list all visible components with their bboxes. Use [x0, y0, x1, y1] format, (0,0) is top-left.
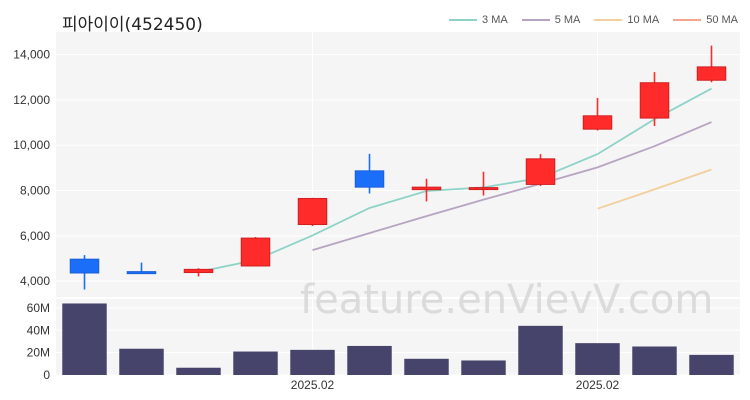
ma-line-5ma [312, 121, 712, 251]
volume-bar [689, 354, 734, 375]
candle-up [525, 158, 556, 185]
candle-down [126, 271, 157, 275]
volume-bar [290, 349, 335, 375]
watermark-text: feature.enVievV.com [300, 277, 713, 323]
volume-bar [233, 351, 278, 375]
candle-up [468, 187, 499, 191]
candle-up [582, 115, 613, 130]
legend-item-3ma: 3 MA [449, 14, 508, 26]
ma-line-3ma [198, 87, 712, 273]
chart-legend: 3 MA 5 MA 10 MA 50 MA [449, 14, 738, 26]
candle-down [354, 170, 385, 188]
volume-tick-label: 20M [27, 346, 50, 360]
price-tick-label: 4,000 [20, 274, 50, 288]
candle-up [297, 197, 328, 226]
volume-bar [404, 358, 449, 375]
volume-bar [176, 367, 221, 375]
price-tick-label: 14,000 [13, 48, 50, 62]
candle-up [240, 237, 271, 267]
legend-label-5ma: 5 MA [554, 14, 581, 26]
price-panel [56, 32, 740, 297]
candle-up [183, 268, 214, 274]
legend-item-5ma: 5 MA [521, 14, 581, 26]
volume-tick-label: 0 [43, 368, 50, 382]
candle-up [696, 66, 727, 81]
legend-swatch-10ma [594, 19, 623, 21]
legend-swatch-3ma [449, 19, 478, 21]
ma-line-10ma [597, 168, 712, 210]
price-tick-label: 8,000 [20, 184, 50, 198]
candle-up [639, 82, 670, 119]
volume-panel [56, 299, 740, 375]
legend-item-50ma: 50 MA [673, 14, 738, 26]
price-tick-label: 10,000 [13, 138, 50, 152]
volume-bar [632, 346, 677, 375]
volume-tick-label: 60M [27, 301, 50, 315]
legend-label-10ma: 10 MA [627, 14, 660, 26]
chart-title: 피아이이(452450) [62, 15, 203, 35]
legend-label-50ma: 50 MA [706, 14, 738, 26]
candle-down [69, 258, 100, 274]
legend-label-3ma: 3 MA [482, 14, 508, 26]
date-tick-label: 2025.02 [576, 378, 620, 392]
date-tick-label: 2025.02 [291, 378, 335, 392]
volume-bar [461, 360, 506, 375]
volume-bar [347, 345, 392, 375]
legend-swatch-50ma [673, 19, 702, 21]
volume-bar [518, 325, 563, 375]
price-tick-label: 12,000 [13, 93, 50, 107]
price-tick-label: 6,000 [20, 229, 50, 243]
volume-bar [119, 348, 164, 375]
volume-tick-label: 40M [27, 323, 50, 337]
legend-item-10ma: 10 MA [594, 14, 659, 26]
volume-bar [575, 343, 620, 375]
legend-swatch-5ma [521, 19, 550, 21]
volume-bar [62, 303, 107, 375]
candle-up [411, 186, 442, 191]
